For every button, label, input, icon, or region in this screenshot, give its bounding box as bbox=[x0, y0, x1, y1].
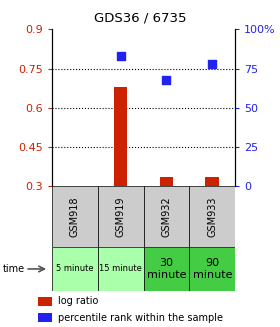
Text: 30
minute: 30 minute bbox=[147, 258, 186, 280]
Bar bbox=[98, 247, 143, 291]
Text: GSM918: GSM918 bbox=[70, 197, 80, 237]
Text: 5 minute: 5 minute bbox=[56, 265, 94, 273]
Text: GSM919: GSM919 bbox=[116, 197, 125, 237]
Point bbox=[164, 77, 169, 82]
Point bbox=[210, 61, 214, 67]
Text: GDS36 / 6735: GDS36 / 6735 bbox=[94, 11, 186, 25]
Bar bbox=[52, 186, 98, 247]
Bar bbox=[143, 247, 189, 291]
Text: log ratio: log ratio bbox=[58, 296, 98, 306]
Bar bbox=[114, 87, 127, 186]
Text: 15 minute: 15 minute bbox=[99, 265, 142, 273]
Text: GSM933: GSM933 bbox=[207, 197, 217, 237]
Bar bbox=[143, 186, 189, 247]
Bar bbox=[206, 177, 219, 186]
Text: time: time bbox=[3, 264, 25, 274]
Bar bbox=[98, 186, 143, 247]
Bar bbox=[38, 297, 52, 306]
Bar bbox=[189, 247, 235, 291]
Text: percentile rank within the sample: percentile rank within the sample bbox=[58, 313, 223, 322]
Text: 90
minute: 90 minute bbox=[193, 258, 232, 280]
Bar bbox=[160, 177, 173, 186]
Point bbox=[118, 54, 123, 59]
Bar bbox=[38, 313, 52, 322]
Text: GSM932: GSM932 bbox=[162, 196, 171, 237]
Bar bbox=[52, 247, 98, 291]
Bar bbox=[189, 186, 235, 247]
